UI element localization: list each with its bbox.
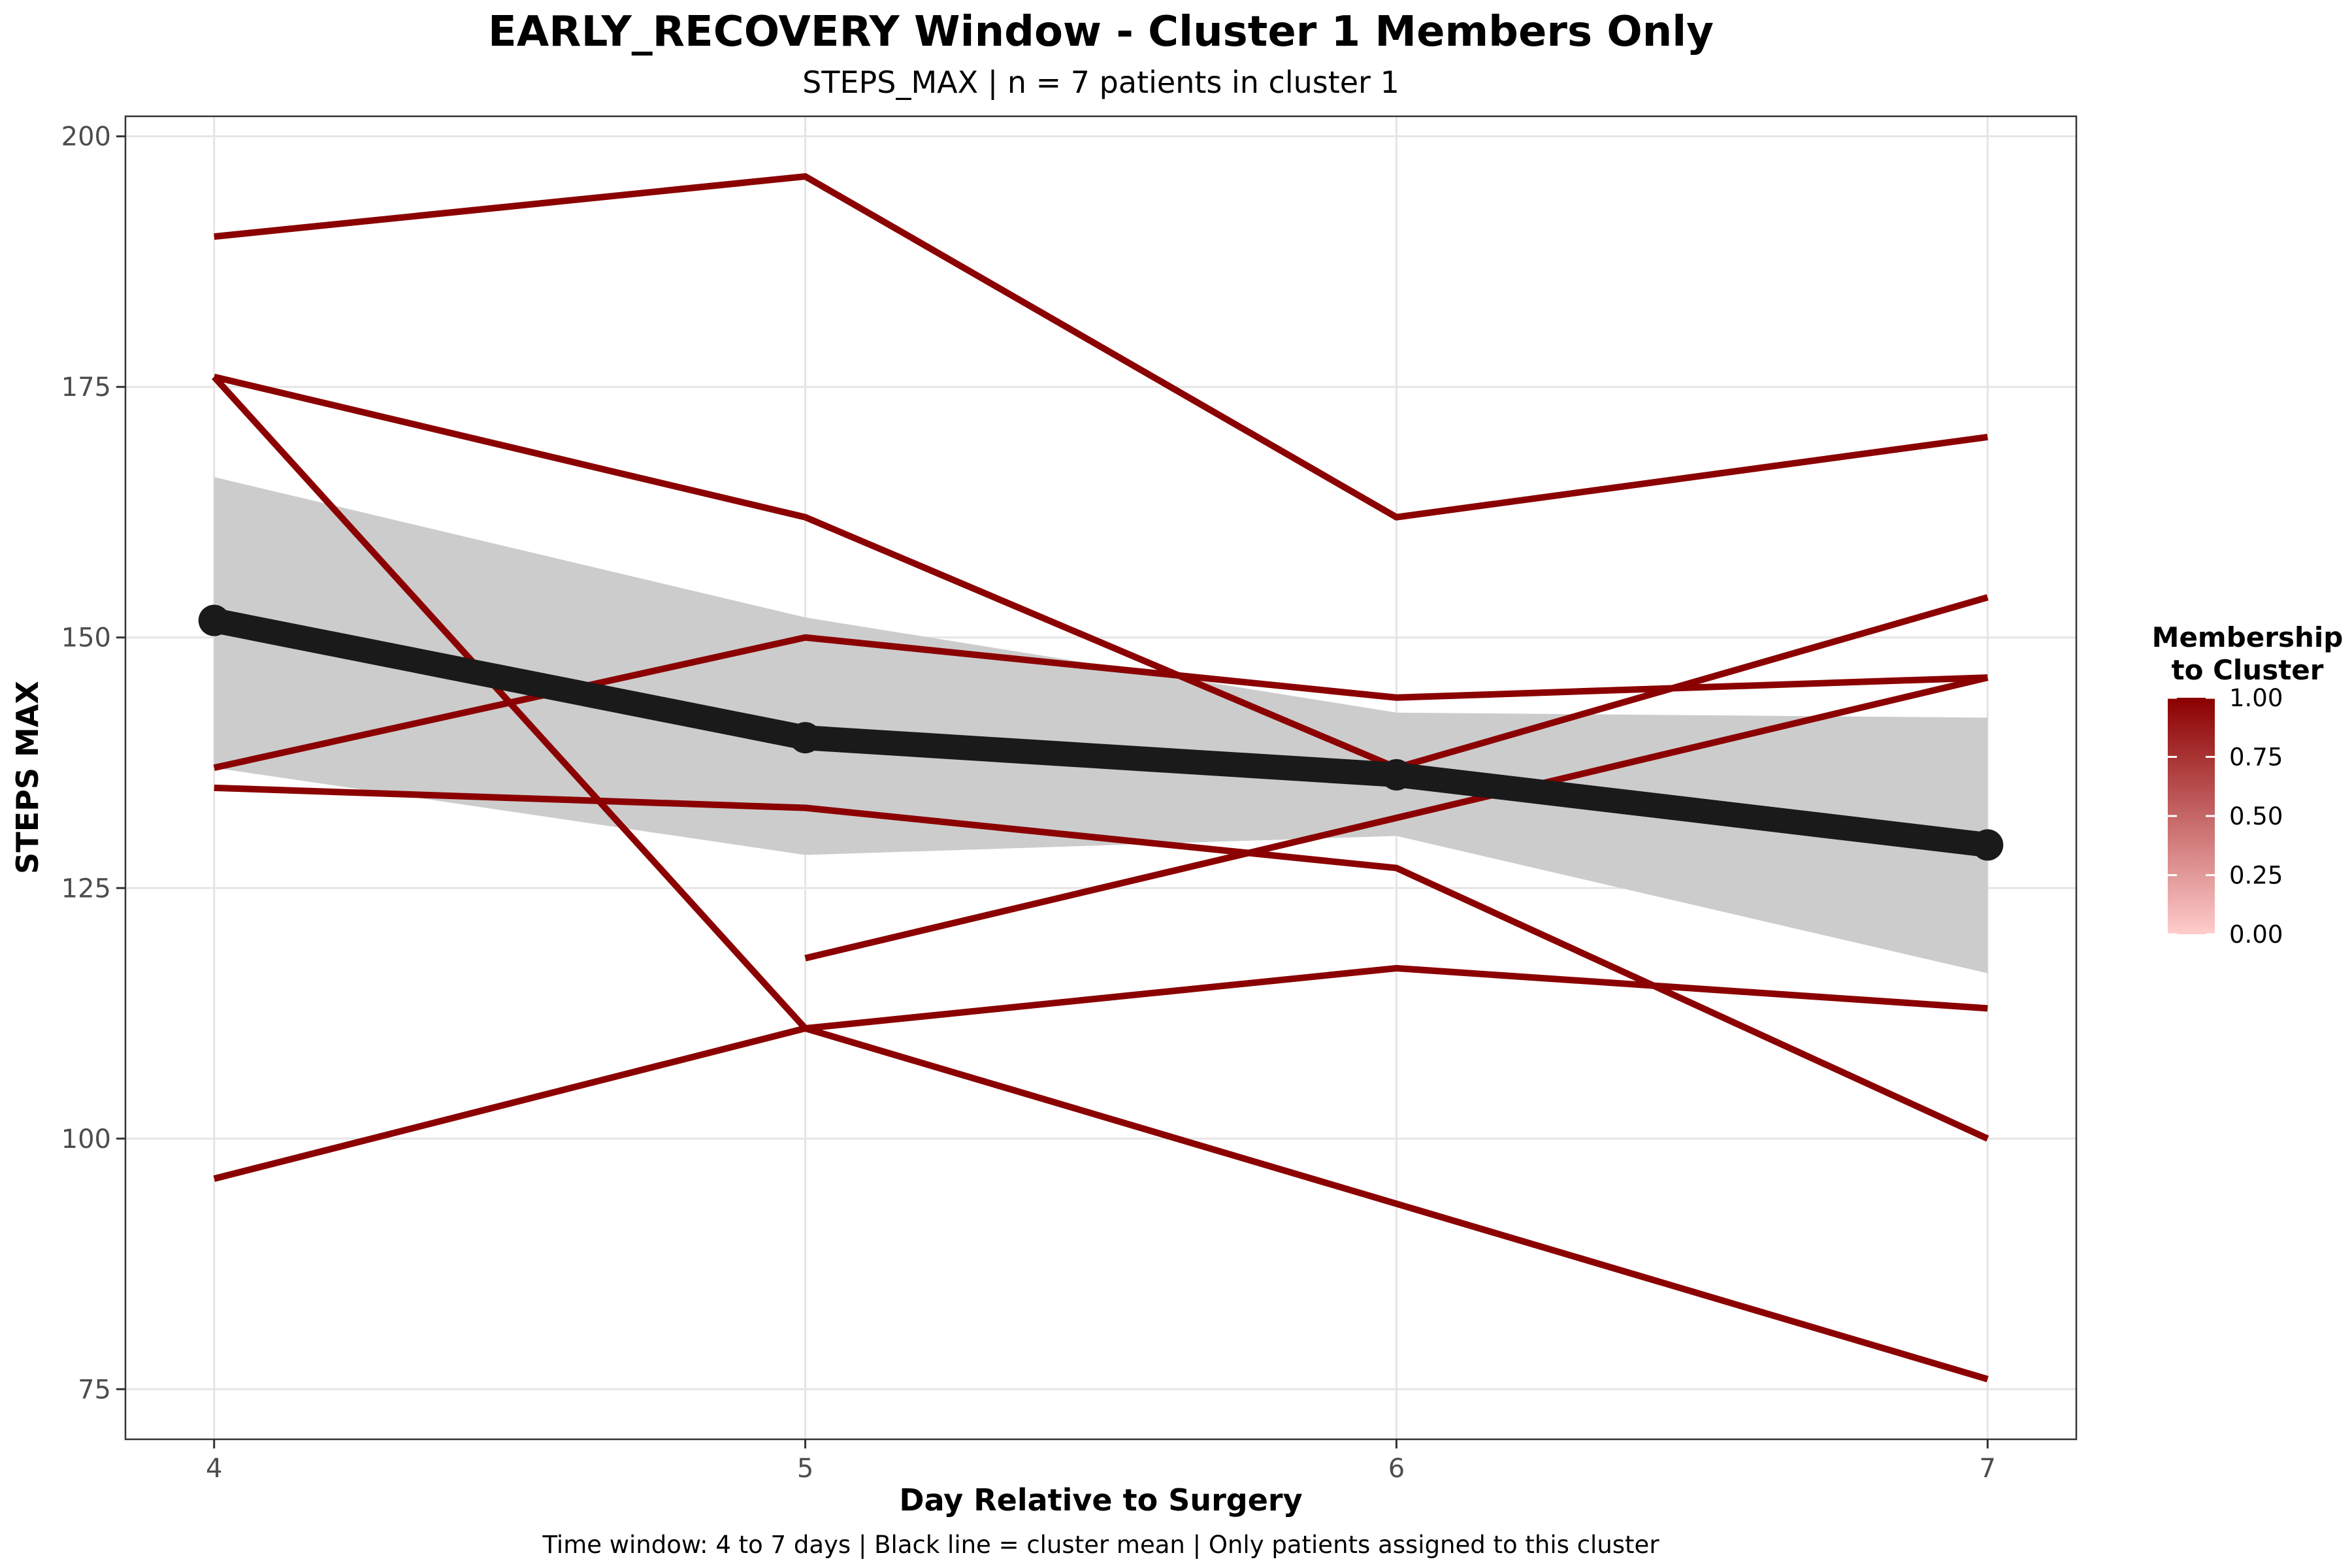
patient-line-6 (213, 964, 1988, 1182)
x-tick-label-0: 4 (206, 1454, 222, 1484)
y-tick-label-2: 125 (61, 874, 111, 904)
x-tick-label-3: 7 (1980, 1454, 1996, 1484)
legend-label-2: 0.50 (2229, 802, 2283, 830)
legend-label-3: 0.25 (2229, 862, 2283, 890)
chart-title: EARLY_RECOVERY Window - Cluster 1 Member… (488, 8, 1714, 56)
legend-ticks: 1.00 0.75 0.50 0.25 0.00 (2168, 684, 2283, 949)
x-axis-title: Day Relative to Surgery (899, 1482, 1302, 1518)
ribbon-layer (214, 477, 1988, 973)
cluster-mean-point-2 (789, 722, 821, 754)
legend-title-line-1: Membership (2152, 621, 2344, 653)
chart-caption: Time window: 4 to 7 days | Black line = … (542, 1531, 1659, 1559)
legend-label-0: 1.00 (2229, 684, 2283, 712)
plot-panel (124, 115, 2078, 1441)
y-tick-label-4: 175 (61, 372, 111, 402)
patient-line-1 (214, 173, 1988, 521)
plot-border (124, 115, 2078, 1441)
x-tick-label-1: 5 (797, 1454, 813, 1484)
y-axis-title: STEPS MAX (10, 681, 45, 874)
y-tick-label-0: 75 (78, 1375, 111, 1405)
cluster-mean-point-1 (198, 604, 230, 636)
legend-title-line-2: to Cluster (2172, 654, 2324, 686)
confidence-ribbon (214, 477, 1988, 973)
y-tick-label-5: 200 (61, 122, 111, 152)
x-axis-ticks: 4 5 6 7 (206, 1439, 1996, 1484)
chart-subtitle: STEPS_MAX | n = 7 patients in cluster 1 (802, 65, 1399, 101)
cluster-mean-point-4 (1972, 829, 2004, 861)
patient-lines (212, 173, 1989, 1382)
y-axis-ticks: 75 100 125 150 175 200 (61, 122, 125, 1405)
legend-label-4: 0.00 (2229, 921, 2283, 949)
y-tick-label-3: 150 (61, 623, 111, 653)
y-tick-label-1: 100 (61, 1124, 111, 1154)
cluster-mean-line (212, 608, 1989, 858)
mean-line-layer (198, 604, 2004, 861)
legend-label-1: 0.75 (2229, 743, 2283, 772)
legend: Membership to Cluster 1.00 0.75 0.50 0.25 0.… (2152, 621, 2344, 949)
patient-line-7 (804, 674, 1989, 962)
patient-line-2 (213, 373, 1989, 772)
x-tick-label-2: 6 (1388, 1454, 1405, 1484)
cluster-mean-point-3 (1380, 759, 1413, 791)
patient-line-5 (214, 784, 1989, 1142)
patient-line-4 (213, 634, 1988, 772)
